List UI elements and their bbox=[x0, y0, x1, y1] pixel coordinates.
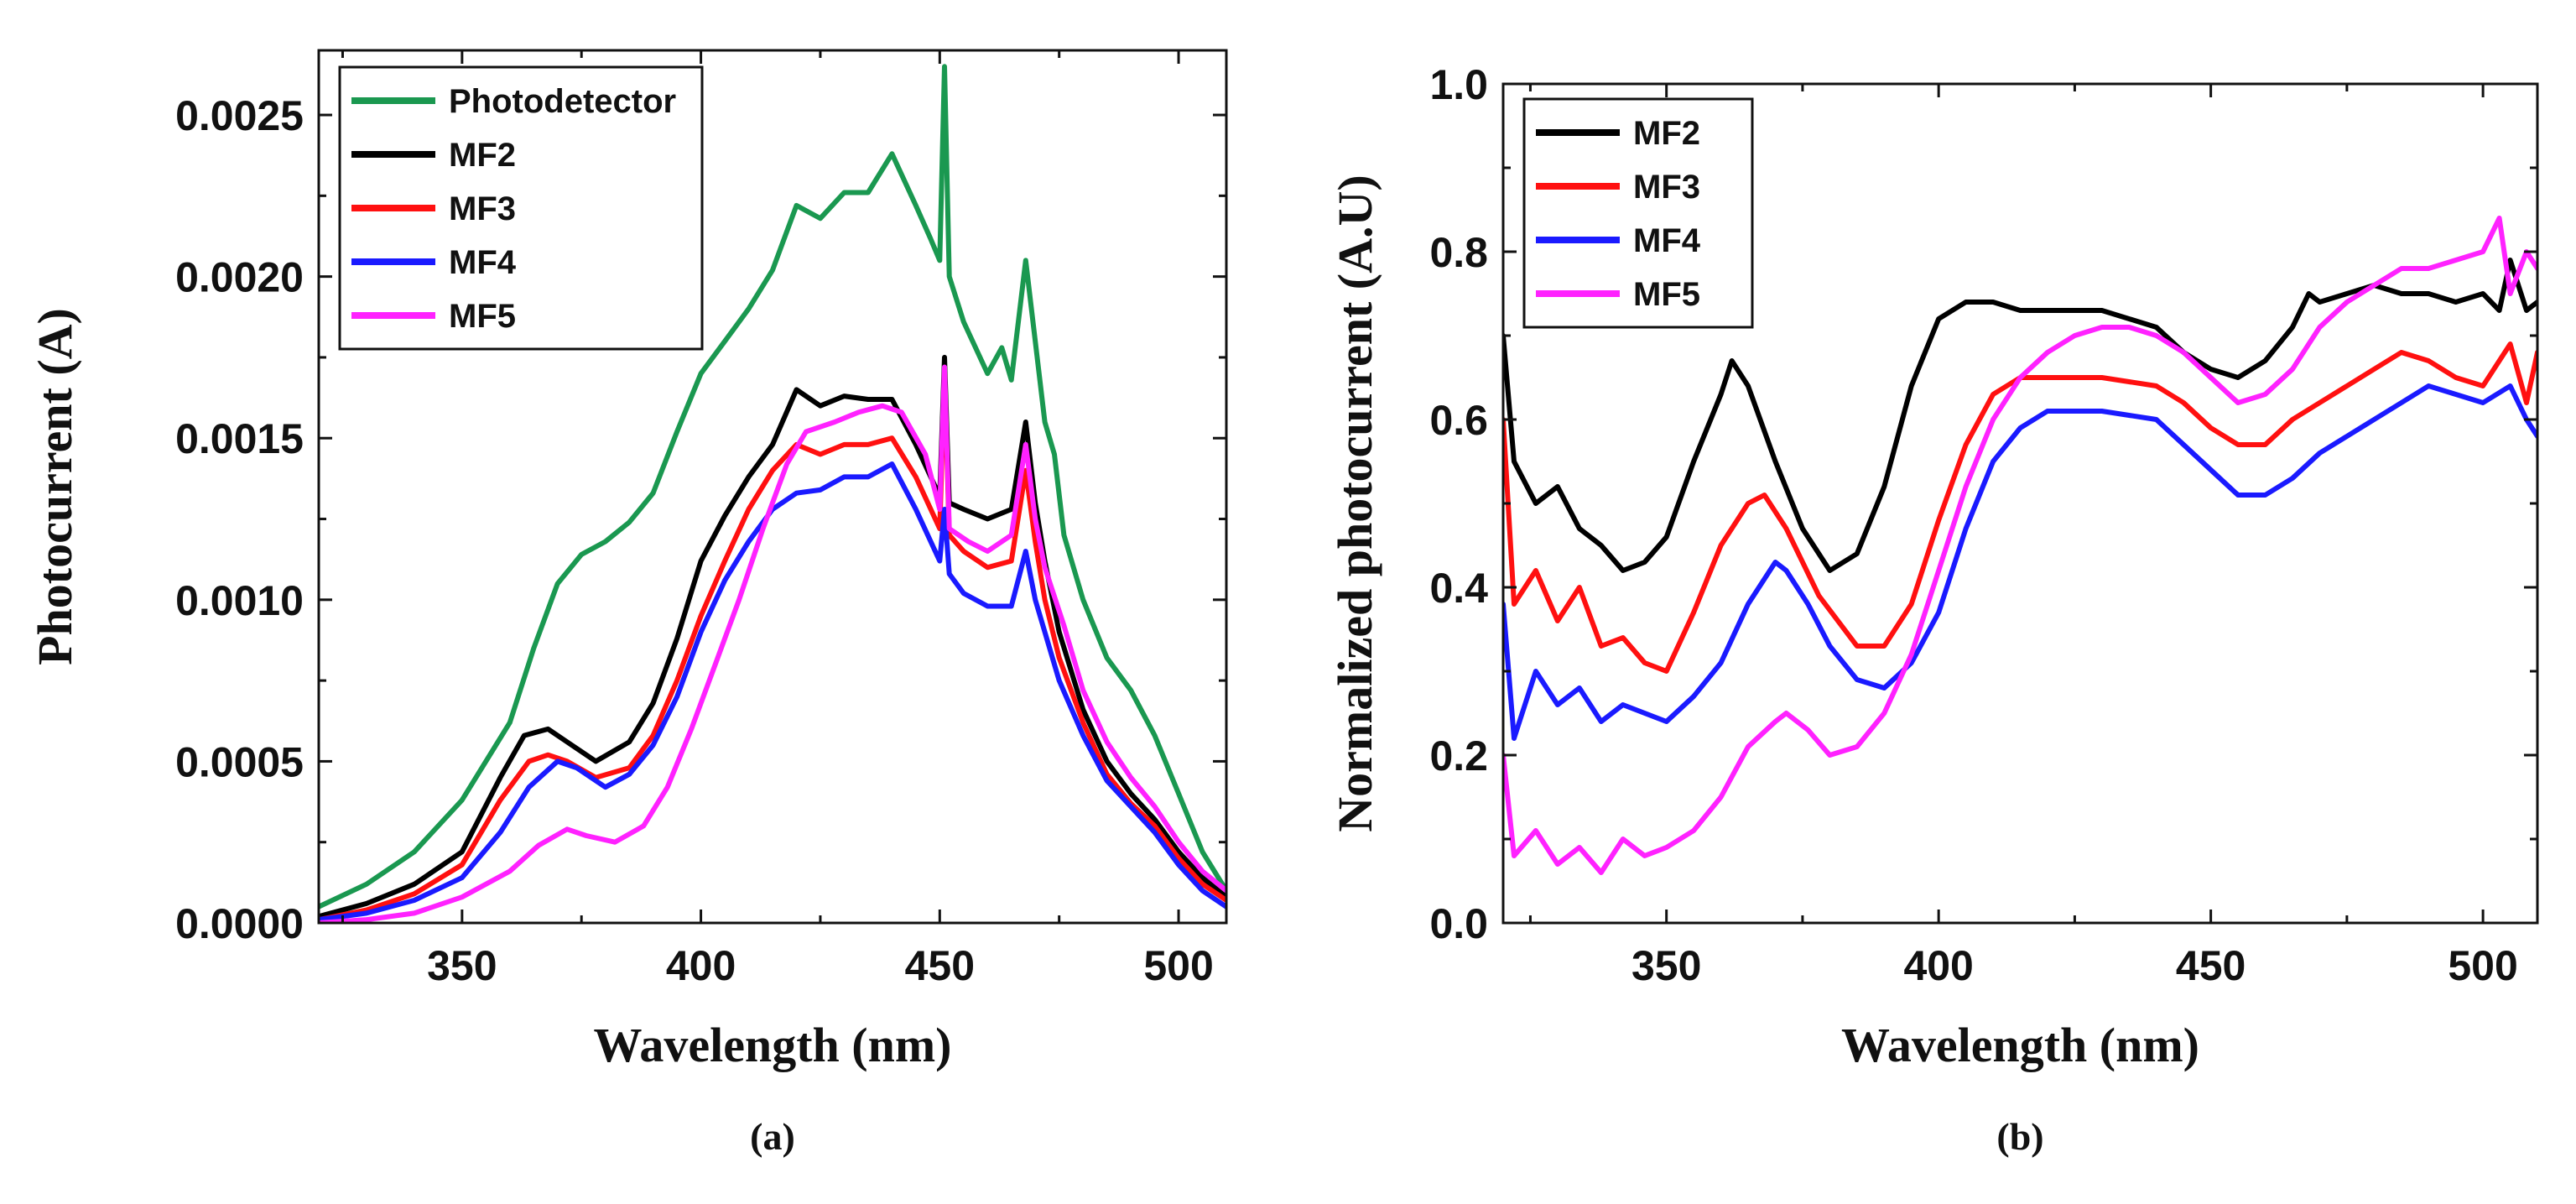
series-line-mf2 bbox=[1503, 258, 2537, 573]
y-tick-label: 0.0015 bbox=[175, 415, 304, 462]
legend-label-mf4: MF4 bbox=[449, 244, 517, 281]
x-tick-label: 500 bbox=[1143, 942, 1213, 989]
y-tick-label: 0.0005 bbox=[175, 738, 304, 785]
x-tick-label: 450 bbox=[905, 942, 975, 989]
series-line-mf3 bbox=[319, 371, 1226, 923]
y-tick-label: 0.8 bbox=[1429, 229, 1488, 276]
series-line-mf5 bbox=[319, 364, 1226, 923]
plot-frame bbox=[317, 49, 1228, 925]
panel-caption: (b) bbox=[1996, 1115, 2043, 1158]
legend-label-mf2: MF2 bbox=[1633, 115, 1700, 152]
legend-label-photodetector: Photodetector bbox=[449, 83, 676, 120]
y-tick-label: 0.0025 bbox=[175, 92, 304, 139]
plot-area bbox=[1503, 216, 2537, 875]
y-axis-label: Photocurrent (A) bbox=[28, 308, 82, 665]
plot-area bbox=[319, 64, 1226, 923]
series-line-mf4 bbox=[1503, 383, 2537, 741]
chart-panel-a: 350 400 450 500 0.0000 0.0005 0.0010 0.0015 0.00… bbox=[28, 49, 1228, 1158]
x-tick-label: 500 bbox=[2448, 942, 2517, 989]
x-tick-label: 450 bbox=[2176, 942, 2246, 989]
series-line-mf2 bbox=[319, 354, 1226, 920]
series-line-mf5 bbox=[1503, 216, 2537, 875]
x-tick-label: 400 bbox=[1903, 942, 1973, 989]
legend-label-mf3: MF3 bbox=[1633, 169, 1700, 206]
legend-label-mf3: MF3 bbox=[449, 190, 516, 227]
legend: Photodetector MF2 MF3 MF4 MF5 bbox=[338, 65, 704, 351]
series-line-mf3 bbox=[1503, 341, 2537, 674]
legend-label-mf5: MF5 bbox=[1633, 276, 1700, 313]
y-tick-label: 0.4 bbox=[1429, 565, 1488, 612]
y-tick-label: 0.0000 bbox=[175, 900, 304, 947]
x-axis-label: Wavelength (nm) bbox=[594, 1018, 952, 1072]
y-tick-label: 0.0020 bbox=[175, 254, 304, 301]
y-axis-label: Normalized photocurrent (A.U) bbox=[1328, 175, 1382, 831]
y-tick-label: 0.6 bbox=[1429, 397, 1488, 444]
chart-panel-b: 350 400 450 500 0.0 0.2 0.4 0.6 0.8 1.0 Wavelength… bbox=[1328, 61, 2539, 1158]
legend-label-mf4: MF4 bbox=[1633, 222, 1701, 259]
x-tick-label: 350 bbox=[1631, 942, 1701, 989]
y-tick-label: 1.0 bbox=[1429, 61, 1488, 108]
legend: MF2 MF3 MF4 MF5 bbox=[1522, 97, 1754, 329]
x-tick-label: 400 bbox=[666, 942, 736, 989]
x-tick-label: 350 bbox=[427, 942, 497, 989]
y-tick-label: 0.0 bbox=[1429, 900, 1488, 947]
legend-label-mf5: MF5 bbox=[449, 298, 516, 335]
panel-caption: (a) bbox=[750, 1115, 795, 1158]
y-tick-label: 0.2 bbox=[1429, 732, 1488, 779]
y-tick-label: 0.0010 bbox=[175, 577, 304, 624]
series-line-mf4 bbox=[319, 461, 1226, 923]
x-axis-label: Wavelength (nm) bbox=[1841, 1018, 2199, 1072]
legend-label-mf2: MF2 bbox=[449, 137, 516, 174]
series-line-photodetector bbox=[319, 64, 1226, 910]
legend-box bbox=[1522, 97, 1754, 329]
